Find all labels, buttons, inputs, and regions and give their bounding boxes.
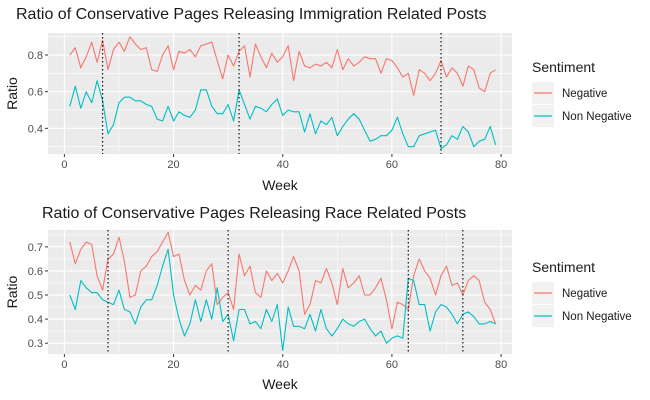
chart-1: 0 20 40 60 80 0.4 0.6 0.8 Week Ratio Sentiment Nega… (4, 33, 632, 193)
y-tick-label: 0.4 (28, 314, 43, 326)
legend-key-non-negative (532, 305, 554, 327)
plot-panel (48, 33, 512, 154)
x-tick-label: 60 (386, 159, 398, 171)
y-axis-title: Ratio (4, 77, 20, 110)
x-tick-label: 60 (386, 359, 398, 371)
x-tick-label: 80 (495, 159, 507, 171)
legend-key-negative (532, 82, 554, 104)
legend-title: Sentiment (532, 59, 595, 75)
series-line-negative (69, 36, 496, 96)
legend-title: Sentiment (532, 259, 595, 275)
x-tick-label: 0 (61, 159, 67, 171)
y-tick-label: 0.8 (28, 50, 43, 62)
legend-label-negative: Negative (562, 88, 607, 100)
plot-panel (48, 230, 512, 354)
x-axis-title: Week (262, 177, 299, 193)
x-tick-label: 80 (495, 359, 507, 371)
y-tick-label: 0.6 (28, 87, 43, 99)
series-line-non-negative (69, 248, 496, 351)
chart-2: 0 20 40 60 80 0.3 0.4 0.5 0.6 0.7 Week Ratio Sentime… (4, 230, 632, 392)
legend-label-non-negative: Non Negative (562, 311, 632, 323)
y-tick-label: 0.6 (28, 266, 43, 278)
legend-key-non-negative (532, 105, 554, 127)
x-tick-label: 20 (167, 159, 179, 171)
x-axis-title: Week (262, 376, 299, 392)
series-line-non-negative (69, 80, 497, 150)
series-line-negative (69, 231, 497, 330)
legend-label-non-negative: Non Negative (562, 111, 632, 123)
legend-label-negative: Negative (562, 288, 607, 300)
y-tick-label: 0.4 (28, 123, 43, 135)
chart-2-title: Ratio of Conservative Pages Releasing Ra… (42, 205, 467, 222)
y-axis-title: Ratio (4, 275, 20, 308)
chart-1-title: Ratio of Conservative Pages Releasing Im… (16, 6, 487, 23)
x-tick-label: 0 (61, 359, 67, 371)
y-tick-label: 0.7 (28, 242, 43, 254)
x-tick-label: 20 (167, 359, 179, 371)
y-tick-label: 0.3 (28, 338, 43, 350)
x-tick-label: 40 (277, 359, 289, 371)
legend-key-negative (532, 282, 554, 304)
y-tick-label: 0.5 (28, 290, 43, 302)
x-tick-label: 40 (277, 159, 289, 171)
